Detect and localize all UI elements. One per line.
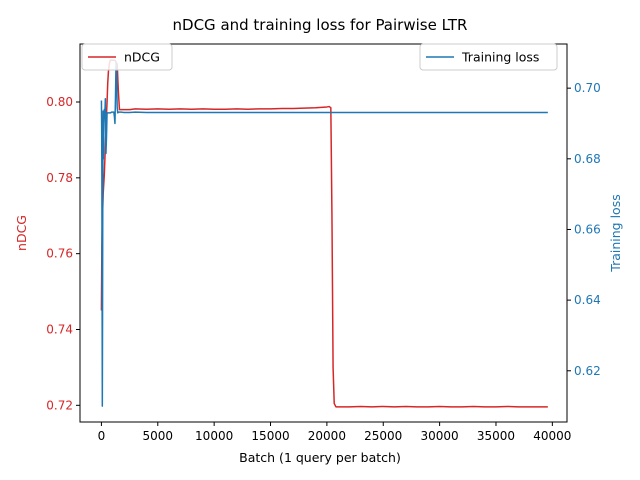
legend-training-loss: Training loss — [419, 43, 558, 71]
x-tick-label: 5000 — [143, 429, 174, 443]
legend-label-ndcg: nDCG — [124, 50, 160, 65]
x-tick-label: 10000 — [195, 429, 233, 443]
x-axis-label: Batch (1 query per batch) — [239, 450, 401, 465]
legend-ndcg: nDCG — [81, 43, 173, 71]
axes-layer: 0 5000 10000 15000 20000 25000 30000 35000 40000… — [46, 43, 601, 443]
y-left-tick-label: 0.74 — [46, 322, 73, 336]
y-left-tick-label: 0.78 — [46, 171, 73, 185]
x-tick-label: 20000 — [308, 429, 346, 443]
legend-label-training-loss: Training loss — [461, 50, 539, 65]
x-tick-label: 25000 — [364, 429, 402, 443]
y-axis-left-label: nDCG — [14, 215, 29, 251]
legend-box — [419, 43, 558, 71]
x-tick-label: 0 — [98, 429, 106, 443]
y-right-tick-label: 0.68 — [574, 152, 601, 166]
series-layer — [100, 59, 548, 408]
plot-area — [80, 44, 567, 422]
y-right-tick-label: 0.70 — [574, 81, 601, 95]
y-left-tick-label: 0.76 — [46, 247, 73, 261]
y-right-tick-label: 0.66 — [574, 222, 601, 236]
y-right-tick-label: 0.62 — [574, 364, 601, 378]
series-line-ndcg — [100, 59, 548, 408]
x-tick-label: 40000 — [533, 429, 571, 443]
x-tick-label: 35000 — [477, 429, 515, 443]
y-left-tick-label: 0.72 — [46, 398, 73, 412]
legend-box — [81, 43, 173, 71]
x-tick-label: 15000 — [251, 429, 289, 443]
plot-background — [80, 44, 567, 422]
y-axis-right-label: Training loss — [608, 194, 623, 272]
series-line-training-loss — [100, 60, 548, 407]
y-left-tick-label: 0.80 — [46, 95, 73, 109]
chart-title: nDCG and training loss for Pairwise LTR — [173, 16, 468, 34]
x-tick-label: 30000 — [421, 429, 459, 443]
y-right-tick-label: 0.64 — [574, 293, 601, 307]
plot-frame — [79, 43, 568, 423]
